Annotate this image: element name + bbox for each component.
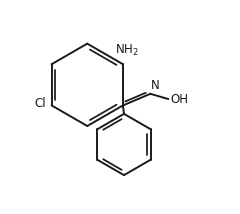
Text: OH: OH bbox=[170, 93, 188, 106]
Text: Cl: Cl bbox=[35, 97, 46, 110]
Text: NH$_2$: NH$_2$ bbox=[115, 43, 139, 58]
Text: N: N bbox=[151, 79, 160, 92]
